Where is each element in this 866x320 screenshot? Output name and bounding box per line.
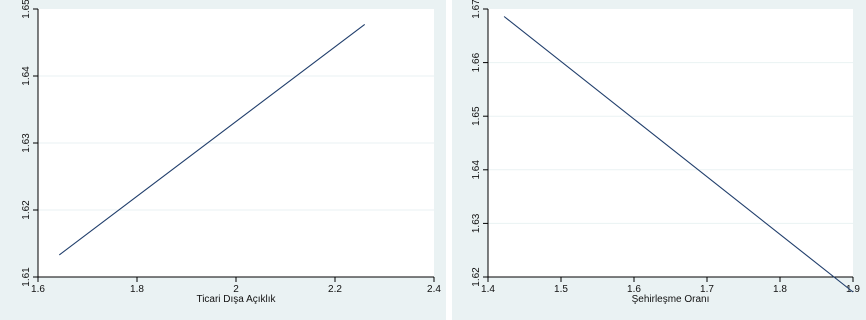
- chart-left-x-tick-label: 1.8: [130, 284, 144, 295]
- chart-left-y-tick-label: 1.64: [21, 66, 32, 86]
- chart-left-y-tick-label: 1.61: [21, 267, 32, 287]
- chart-left-y-tick-label: 1.65: [21, 0, 32, 19]
- chart-right-x-tick-label: 1.9: [846, 284, 860, 295]
- chart-left-y-tick-label: 1.62: [21, 200, 32, 220]
- chart-right-y-tick-label: 1.62: [471, 267, 482, 287]
- chart-right-x-tick-label: 1.8: [773, 284, 787, 295]
- chart-right-x-tick-label: 1.6: [627, 284, 641, 295]
- chart-right-plot-area: [488, 9, 853, 277]
- chart-right-x-tick-label: 1.5: [554, 284, 568, 295]
- chart-left-series-line: [58, 23, 366, 256]
- chart-right-series-line: [503, 16, 854, 293]
- chart-left-x-tick-label: 2.4: [427, 284, 441, 295]
- chart-left-x-tick-label: 2.2: [328, 284, 342, 295]
- chart-left-y-tick-label: 1.63: [21, 133, 32, 153]
- chart-right-y-tick-label: 1.63: [471, 213, 482, 233]
- chart-right-svg: 1.62 1.63 1.64 1.65 1.66 1.67 1.4 1.5 1.6 1.7 1.8 1…: [452, 0, 866, 320]
- chart-right-y-tick-label: 1.66: [471, 52, 482, 72]
- chart-left: 1.61 1.62 1.63 1.64 1.65 1.6 1.8 2 2.2 2.4 Ticari …: [0, 0, 446, 320]
- chart-right-x-axis-label: Şehirleşme Oranı: [632, 294, 710, 305]
- chart-left-x-tick-label: 1.6: [31, 284, 45, 295]
- chart-left-x-tick-label: 2: [233, 284, 239, 295]
- chart-right-y-tick-label: 1.65: [471, 106, 482, 126]
- chart-right-x-tick-label: 1.7: [700, 284, 714, 295]
- chart-right: 1.62 1.63 1.64 1.65 1.66 1.67 1.4 1.5 1.6 1.7 1.8 1…: [452, 0, 866, 320]
- chart-right-y-tick-label: 1.64: [471, 160, 482, 180]
- chart-left-svg: 1.61 1.62 1.63 1.64 1.65 1.6 1.8 2 2.2 2.4 Ticari …: [0, 0, 446, 320]
- chart-right-x-tick-label: 1.4: [481, 284, 495, 295]
- chart-right-y-tick-label: 1.67: [471, 0, 482, 19]
- chart-left-x-axis-label: Ticari Dışa Açıklık: [196, 294, 276, 305]
